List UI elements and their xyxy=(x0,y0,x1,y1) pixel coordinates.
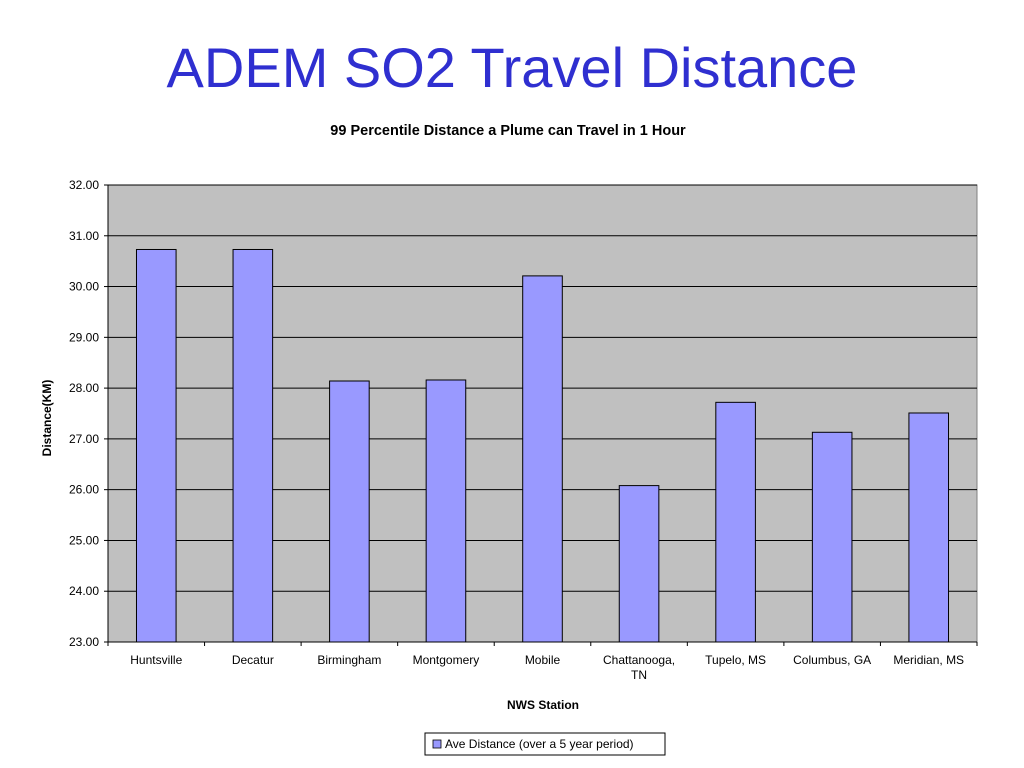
y-tick-label: 27.00 xyxy=(69,432,99,446)
slide-title: ADEM SO2 Travel Distance xyxy=(166,36,858,99)
bar xyxy=(618,485,660,643)
y-tick-label: 23.00 xyxy=(69,635,99,649)
x-tick-label: Meridian, MS xyxy=(893,653,964,667)
x-tick-label: Columbus, GA xyxy=(793,653,871,667)
bar xyxy=(232,248,274,643)
y-axis-title: Distance(KM) xyxy=(40,380,54,457)
x-tick-label-line: Meridian, MS xyxy=(893,653,964,667)
bar xyxy=(135,248,177,643)
x-tick-label-line: Mobile xyxy=(525,653,561,667)
y-tick-label: 26.00 xyxy=(69,483,99,497)
x-tick-label: Tupelo, MS xyxy=(705,653,766,667)
x-tick-label-line: TN xyxy=(631,668,647,682)
y-tick-label: 24.00 xyxy=(69,584,99,598)
chart-title: 99 Percentile Distance a Plume can Trave… xyxy=(330,123,686,139)
x-tick-label: Decatur xyxy=(232,653,274,667)
y-tick-label: 32.00 xyxy=(69,178,99,192)
bar xyxy=(811,431,853,643)
bar xyxy=(908,412,950,643)
x-tick-label-line: Decatur xyxy=(232,653,274,667)
y-tick-label: 30.00 xyxy=(69,280,99,294)
x-tick-label-line: Chattanooga, xyxy=(603,653,675,667)
x-tick-label: Mobile xyxy=(525,653,561,667)
y-tick-label: 28.00 xyxy=(69,381,99,395)
bar xyxy=(522,275,563,643)
x-tick-label-line: Birmingham xyxy=(317,653,381,667)
x-tick-label-line: Montgomery xyxy=(413,653,480,667)
bar xyxy=(715,401,756,643)
y-tick-label: 29.00 xyxy=(69,330,99,344)
legend: Ave Distance (over a 5 year period) xyxy=(424,732,666,756)
x-tick-label: Birmingham xyxy=(317,653,381,667)
x-tick-label-line: Columbus, GA xyxy=(793,653,871,667)
x-tick-label-line: Huntsville xyxy=(130,653,182,667)
y-tick-label: 31.00 xyxy=(69,229,99,243)
x-tick-label: Montgomery xyxy=(413,653,480,667)
bars xyxy=(135,248,950,643)
x-tick-label: Chattanooga, TN xyxy=(603,653,675,682)
bar xyxy=(329,380,370,643)
legend-box xyxy=(424,732,666,756)
x-tick-labels: Huntsville Decatur Birmingham Montgomery Mob… xyxy=(107,642,978,682)
y-tick-label: 25.00 xyxy=(69,533,99,547)
x-axis-title: NWS Station xyxy=(507,698,579,712)
legend-label: Ave Distance (over a 5 year period) xyxy=(445,737,634,751)
bar xyxy=(425,379,467,643)
legend-swatch xyxy=(432,739,442,749)
axes xyxy=(107,185,977,643)
y-tick-labels: 23.00 24.00 25.00 26.00 27.00 28.00 29.00 30.00… xyxy=(69,178,108,649)
x-tick-label-line: Tupelo, MS xyxy=(705,653,766,667)
x-tick-label: Huntsville xyxy=(130,653,182,667)
